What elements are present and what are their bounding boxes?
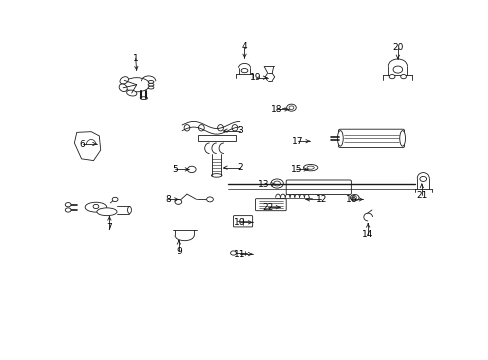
Ellipse shape xyxy=(392,66,402,73)
Ellipse shape xyxy=(337,131,343,146)
Circle shape xyxy=(187,166,196,172)
Ellipse shape xyxy=(198,125,204,131)
Text: 8: 8 xyxy=(164,195,170,204)
Polygon shape xyxy=(74,132,101,161)
Text: 4: 4 xyxy=(241,42,247,51)
Circle shape xyxy=(65,203,71,207)
Circle shape xyxy=(388,75,394,79)
Text: 9: 9 xyxy=(176,247,182,256)
FancyBboxPatch shape xyxy=(285,180,351,194)
Ellipse shape xyxy=(140,97,147,100)
Circle shape xyxy=(400,75,406,79)
Text: 16: 16 xyxy=(345,195,356,204)
Ellipse shape xyxy=(211,174,222,177)
Ellipse shape xyxy=(399,131,405,146)
Text: 2: 2 xyxy=(236,163,242,172)
Circle shape xyxy=(230,251,236,255)
Text: 15: 15 xyxy=(290,165,302,174)
Ellipse shape xyxy=(306,166,314,169)
Ellipse shape xyxy=(217,125,223,131)
Text: 19: 19 xyxy=(249,73,261,82)
Circle shape xyxy=(350,194,358,201)
Ellipse shape xyxy=(97,208,117,216)
Text: 5: 5 xyxy=(172,165,178,174)
Text: 21: 21 xyxy=(415,191,427,200)
Circle shape xyxy=(270,179,283,188)
Ellipse shape xyxy=(303,165,317,171)
Text: 7: 7 xyxy=(106,223,112,232)
Ellipse shape xyxy=(184,125,189,131)
Ellipse shape xyxy=(126,90,137,96)
Circle shape xyxy=(286,104,296,111)
Ellipse shape xyxy=(148,81,154,83)
Ellipse shape xyxy=(93,204,99,208)
Text: 22: 22 xyxy=(262,203,274,212)
Text: 10: 10 xyxy=(233,218,245,227)
Ellipse shape xyxy=(148,86,154,89)
Ellipse shape xyxy=(232,125,237,131)
Bar xyxy=(197,135,235,141)
FancyBboxPatch shape xyxy=(233,216,252,227)
Ellipse shape xyxy=(241,68,247,73)
Circle shape xyxy=(65,208,71,212)
Circle shape xyxy=(206,197,213,202)
Text: 20: 20 xyxy=(391,43,403,52)
Text: 1: 1 xyxy=(133,54,138,63)
Circle shape xyxy=(352,196,356,199)
Ellipse shape xyxy=(119,84,127,91)
Circle shape xyxy=(112,197,118,202)
Text: 6: 6 xyxy=(80,140,85,149)
Circle shape xyxy=(273,181,280,186)
Ellipse shape xyxy=(123,78,149,92)
Text: 18: 18 xyxy=(271,105,282,114)
Ellipse shape xyxy=(85,202,106,212)
Text: 17: 17 xyxy=(292,137,304,146)
Text: 12: 12 xyxy=(315,195,326,204)
Text: 11: 11 xyxy=(233,249,245,258)
FancyBboxPatch shape xyxy=(255,199,285,211)
FancyBboxPatch shape xyxy=(338,129,404,148)
Ellipse shape xyxy=(120,77,128,84)
Ellipse shape xyxy=(148,83,154,86)
Text: 14: 14 xyxy=(362,230,373,239)
Circle shape xyxy=(288,106,293,109)
Ellipse shape xyxy=(127,207,131,213)
Text: 13: 13 xyxy=(257,180,269,189)
Text: 3: 3 xyxy=(236,126,242,135)
Circle shape xyxy=(175,199,182,204)
Circle shape xyxy=(419,176,426,181)
